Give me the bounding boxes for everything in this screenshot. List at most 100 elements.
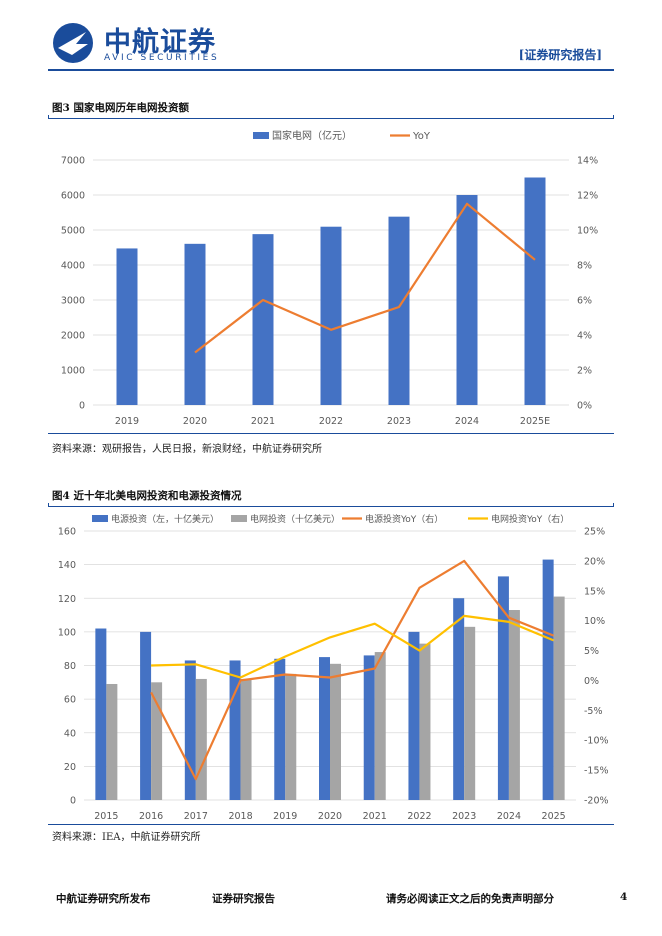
fig4-bar-b: [553, 596, 565, 800]
fig4-xtick-label: 2019: [273, 811, 297, 822]
figure4-chart: 0 20 40 60 80 100 120 140 160 -20% -15% -10% -5% 0% 5%…: [58, 513, 609, 822]
fig4-bar-b: [285, 673, 297, 800]
fig4-xtick-label: 2017: [184, 811, 208, 822]
svg-text:AVIC: AVIC: [65, 54, 81, 61]
figure3-bottom-rule: [48, 432, 614, 434]
fig4-ytick-left: 140: [58, 560, 76, 571]
page-header: AVIC 中航证券 AVIC SECURITIES [证券研究报告]: [0, 0, 662, 75]
fig4-bar-b: [151, 682, 163, 800]
fig4-ytick-right: 15%: [584, 586, 605, 597]
fig4-legend-swatch: [231, 515, 247, 522]
fig3-bar-a: [456, 195, 478, 405]
figure4-title: 图4 近十年北美电网投资和电源投资情况: [52, 490, 242, 502]
fig4-bar-a: [95, 628, 107, 800]
fig4-ytick-left: 120: [58, 594, 76, 605]
header-divider: [48, 69, 614, 71]
fig4-bar-a: [184, 660, 196, 800]
fig4-bar-a: [363, 655, 375, 800]
fig3-xtick-label: 2019: [115, 416, 139, 427]
fig3-ytick-right: 14%: [577, 156, 598, 167]
fig4-ytick-right: -15%: [584, 766, 609, 777]
fig3-ytick-right: 2%: [577, 366, 592, 377]
figure4-source: 资料来源：IEA，中航证券研究所: [52, 832, 201, 843]
fig3-legend-label: 国家电网（亿元）: [272, 129, 352, 142]
fig4-xtick-label: 2015: [94, 811, 118, 822]
fig4-ytick-left: 20: [64, 762, 76, 773]
fig4-legend-label: 电源投资（左，十亿美元）: [111, 513, 219, 525]
fig4-ytick-right: -10%: [584, 736, 609, 747]
fig3-ytick-left: 7000: [61, 156, 85, 167]
fig4-ytick-left: 40: [64, 728, 76, 739]
fig4-bar-b: [374, 652, 386, 800]
fig3-ytick-right: 10%: [577, 226, 598, 237]
fig4-ytick-left: 60: [64, 695, 76, 706]
fig3-ytick-left: 5000: [61, 226, 85, 237]
fig3-bar-a: [388, 216, 410, 405]
page-footer: 中航证券研究所发布 证券研究报告 请务必阅读正文之后的免责声明部分 4: [0, 888, 662, 912]
fig3-ytick-left: 3000: [61, 296, 85, 307]
fig4-bar-a: [408, 631, 420, 800]
figure3-top-rule: [48, 115, 614, 119]
fig4-bar-a: [319, 657, 330, 800]
fig4-legend-label: 电源投资YoY（右）: [365, 513, 443, 525]
fig4-legend-label: 电网投资（十亿美元）: [250, 513, 340, 525]
fig3-ytick-right: 8%: [577, 261, 592, 272]
footer-report-type: 证券研究报告: [212, 893, 275, 905]
fig4-legend-label: 电网投资YoY（右）: [491, 513, 569, 525]
fig3-ytick-right: 12%: [577, 191, 598, 202]
brand-name-en: AVIC SECURITIES: [104, 53, 220, 63]
report-type-tag: [证券研究报告]: [518, 48, 602, 62]
avic-logo-icon: AVIC: [53, 23, 93, 63]
fig4-ytick-right: 0%: [584, 676, 599, 687]
fig4-bar-a: [497, 576, 509, 800]
figure4-top-rule: [48, 503, 614, 507]
fig4-bar-a: [542, 559, 554, 800]
footer-publisher: 中航证券研究所发布: [56, 893, 151, 905]
fig4-xtick-label: 2025: [542, 811, 566, 822]
figure3-title: 图3 国家电网历年电网投资额: [52, 102, 189, 114]
figure3-chart: 0 1000 2000 3000 4000 5000 6000 7000 0% 2% 4% 6% 8% 1…: [61, 129, 598, 427]
fig4-xtick-label: 2020: [318, 811, 342, 822]
fig4-line-series-1: [150, 559, 555, 781]
figure3-chart-frame: 0 1000 2000 3000 4000 5000 6000 7000 0% 2% 4% 6% 8% 1…: [48, 115, 614, 434]
fig4-bar-a: [140, 631, 152, 800]
fig4-line-series-2: [151, 614, 555, 679]
brand-name-cn: 中航证券: [104, 27, 216, 58]
fig4-xtick-label: 2016: [139, 811, 163, 822]
fig4-bar-b: [508, 610, 520, 800]
fig4-xtick-label: 2021: [363, 811, 387, 822]
fig4-ytick-left: 160: [58, 527, 76, 538]
fig3-xtick-label: 2021: [251, 416, 275, 427]
fig3-xtick-label: 2024: [455, 416, 479, 427]
fig4-ytick-left: 80: [64, 661, 76, 672]
fig4-bar-b: [195, 678, 207, 800]
fig3-xtick-label: 2023: [387, 416, 411, 427]
fig4-xtick-label: 2018: [228, 811, 252, 822]
fig3-ytick-right: 6%: [577, 296, 592, 307]
fig3-line-series-1: [194, 202, 536, 354]
fig4-bar-b: [330, 663, 341, 800]
fig3-legend-swatch: [253, 132, 269, 139]
fig4-bar-a: [453, 598, 465, 800]
page-number: 4: [620, 891, 628, 903]
fig3-xtick-label: 2025E: [520, 416, 550, 427]
fig4-bar-b: [106, 683, 118, 800]
fig3-xtick-label: 2022: [319, 416, 343, 427]
fig3-ytick-left: 2000: [61, 331, 85, 342]
figure4-bottom-rule: [48, 823, 614, 825]
fig3-bar-a: [524, 177, 546, 405]
fig4-xtick-label: 2022: [407, 811, 431, 822]
fig4-bar-b: [419, 643, 431, 800]
fig4-ytick-left: 100: [58, 627, 76, 638]
fig4-ytick-right: 20%: [584, 556, 605, 567]
fig3-ytick-right: 0%: [577, 401, 592, 412]
fig4-ytick-right: 10%: [584, 616, 605, 627]
footer-disclaimer: 请务必阅读正文之后的免责声明部分: [386, 893, 554, 905]
fig3-bar-a: [184, 243, 206, 405]
fig4-bar-a: [229, 660, 241, 800]
fig3-ytick-left: 0: [79, 401, 85, 412]
figure4-chart-frame: 0 20 40 60 80 100 120 140 160 -20% -15% -10% -5% 0% 5%…: [48, 503, 614, 825]
fig3-bar-a: [116, 248, 138, 405]
fig4-ytick-right: -20%: [584, 796, 609, 807]
fig4-bar-b: [464, 626, 476, 800]
